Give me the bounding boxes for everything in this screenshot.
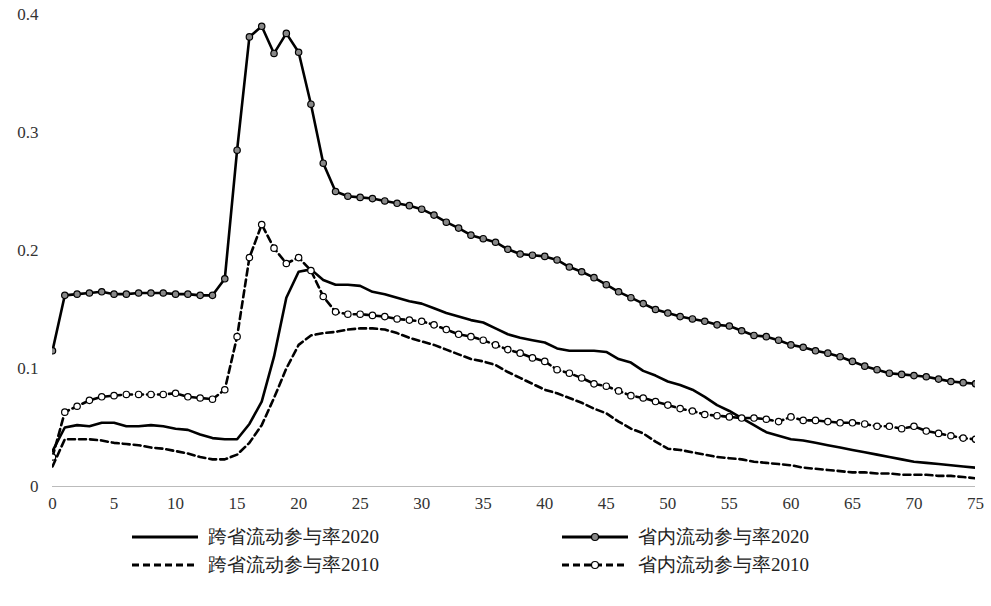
svg-text:0.2: 0.2 <box>17 241 38 260</box>
svg-text:0.4: 0.4 <box>17 5 39 24</box>
svg-text:35: 35 <box>475 494 492 513</box>
svg-text:15: 15 <box>229 494 246 513</box>
svg-text:40: 40 <box>536 494 553 513</box>
svg-text:60: 60 <box>782 494 799 513</box>
svg-text:25: 25 <box>352 494 369 513</box>
svg-text:75: 75 <box>967 494 984 513</box>
svg-text:30: 30 <box>413 494 430 513</box>
svg-text:0.3: 0.3 <box>17 123 38 142</box>
svg-text:5: 5 <box>110 494 119 513</box>
html-text:跨省流动参与率2020: 跨省流动参与率2020 <box>208 526 379 547</box>
svg-text:50: 50 <box>659 494 676 513</box>
svg-text:70: 70 <box>905 494 922 513</box>
svg-text:20: 20 <box>290 494 307 513</box>
svg-text:0: 0 <box>48 494 57 513</box>
svg-text:0.1: 0.1 <box>17 359 38 378</box>
svg-text:0: 0 <box>30 477 39 496</box>
svg-text:45: 45 <box>598 494 615 513</box>
html-text:省内流动参与率2020: 省内流动参与率2020 <box>638 526 809 547</box>
html-text:省内流动参与率2010: 省内流动参与率2010 <box>638 554 809 575</box>
svg-text:55: 55 <box>721 494 738 513</box>
html-text:跨省流动参与率2010: 跨省流动参与率2010 <box>208 554 379 575</box>
svg-text:65: 65 <box>844 494 861 513</box>
svg-text:10: 10 <box>167 494 184 513</box>
